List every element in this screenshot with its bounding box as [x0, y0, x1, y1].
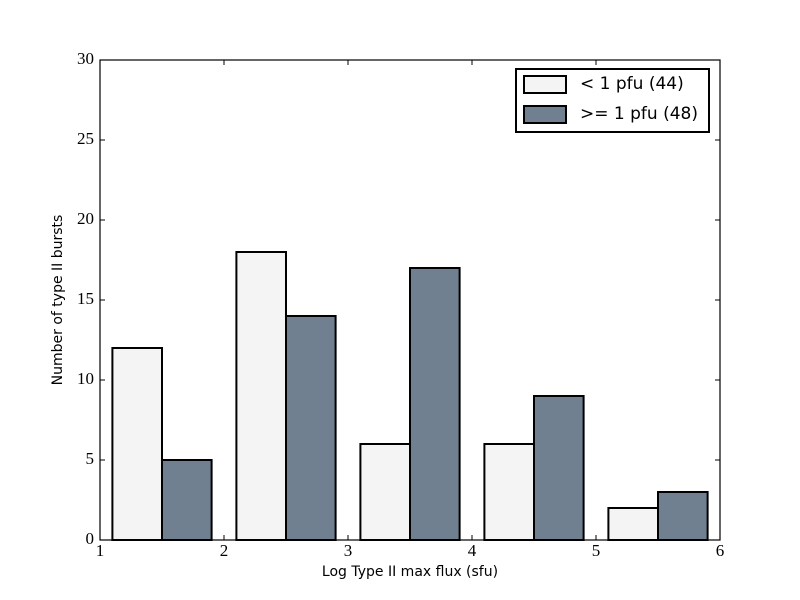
x-tick-label: 3	[344, 541, 353, 560]
y-tick-label: 5	[86, 449, 95, 468]
x-tick-label: 6	[716, 541, 725, 560]
x-tick-label: 2	[220, 541, 229, 560]
bar	[111, 347, 163, 541]
bar	[409, 267, 461, 541]
x-tick-label: 4	[468, 541, 477, 560]
legend-swatch	[523, 75, 567, 94]
bar	[235, 251, 287, 541]
bar	[657, 491, 709, 541]
bar	[483, 443, 535, 541]
x-tick-label: 5	[592, 541, 601, 560]
bar	[533, 395, 585, 541]
y-tick-label: 25	[77, 129, 94, 148]
bar	[359, 443, 411, 541]
legend-swatch	[523, 105, 567, 124]
x-tick-label: 1	[96, 541, 105, 560]
y-tick-label: 30	[77, 49, 94, 68]
legend-label: < 1 pfu (44)	[580, 74, 684, 94]
y-axis-label: Number of type II bursts	[50, 215, 66, 386]
y-tick-label: 0	[86, 529, 95, 548]
legend-label: >= 1 pfu (48)	[580, 104, 698, 124]
y-tick-label: 15	[77, 289, 94, 308]
bar	[607, 507, 660, 541]
y-tick-label: 10	[77, 369, 94, 388]
bar	[161, 459, 213, 541]
bar	[285, 315, 337, 541]
y-tick-label: 20	[77, 209, 94, 228]
x-axis-label: Log Type II max flux (sfu)	[322, 564, 498, 580]
